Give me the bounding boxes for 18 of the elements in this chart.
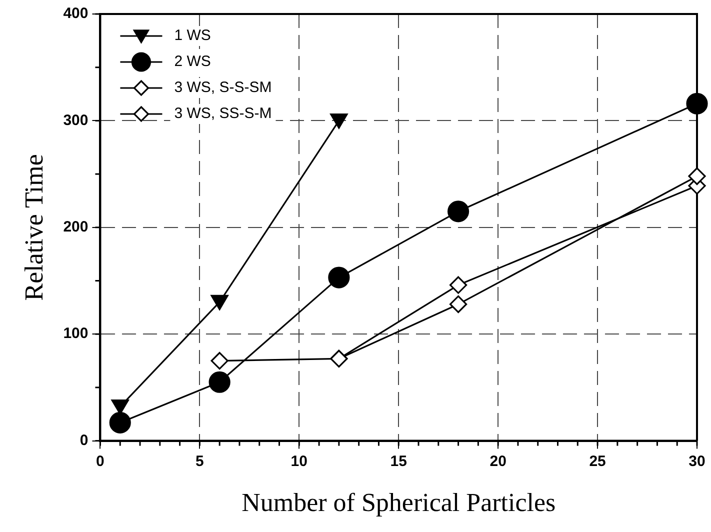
y-tick-label: 300 bbox=[63, 112, 88, 129]
x-tick-label: 10 bbox=[290, 452, 308, 470]
legend-label: 1 WS bbox=[174, 27, 211, 44]
y-tick-label: 0 bbox=[80, 432, 88, 449]
legend-label: 2 WS bbox=[174, 53, 211, 70]
y-tick-label: 200 bbox=[63, 218, 88, 236]
x-tick-label: 5 bbox=[196, 452, 204, 470]
y-tick-label: 400 bbox=[63, 5, 88, 22]
legend-label: 3 WS, SS-S-M bbox=[174, 105, 272, 122]
legend-label: 3 WS, S-S-SM bbox=[174, 79, 272, 96]
x-tick-label: 15 bbox=[390, 452, 407, 470]
y-axis-title: Relative Time bbox=[19, 154, 48, 301]
x-tick-label: 20 bbox=[490, 452, 506, 470]
x-tick-label: 30 bbox=[688, 452, 706, 470]
x-tick-label: 25 bbox=[589, 452, 606, 470]
x-tick-label: 0 bbox=[96, 452, 104, 470]
x-axis-title: Number of Spherical Particles bbox=[242, 488, 556, 518]
y-tick-label: 100 bbox=[63, 325, 88, 342]
